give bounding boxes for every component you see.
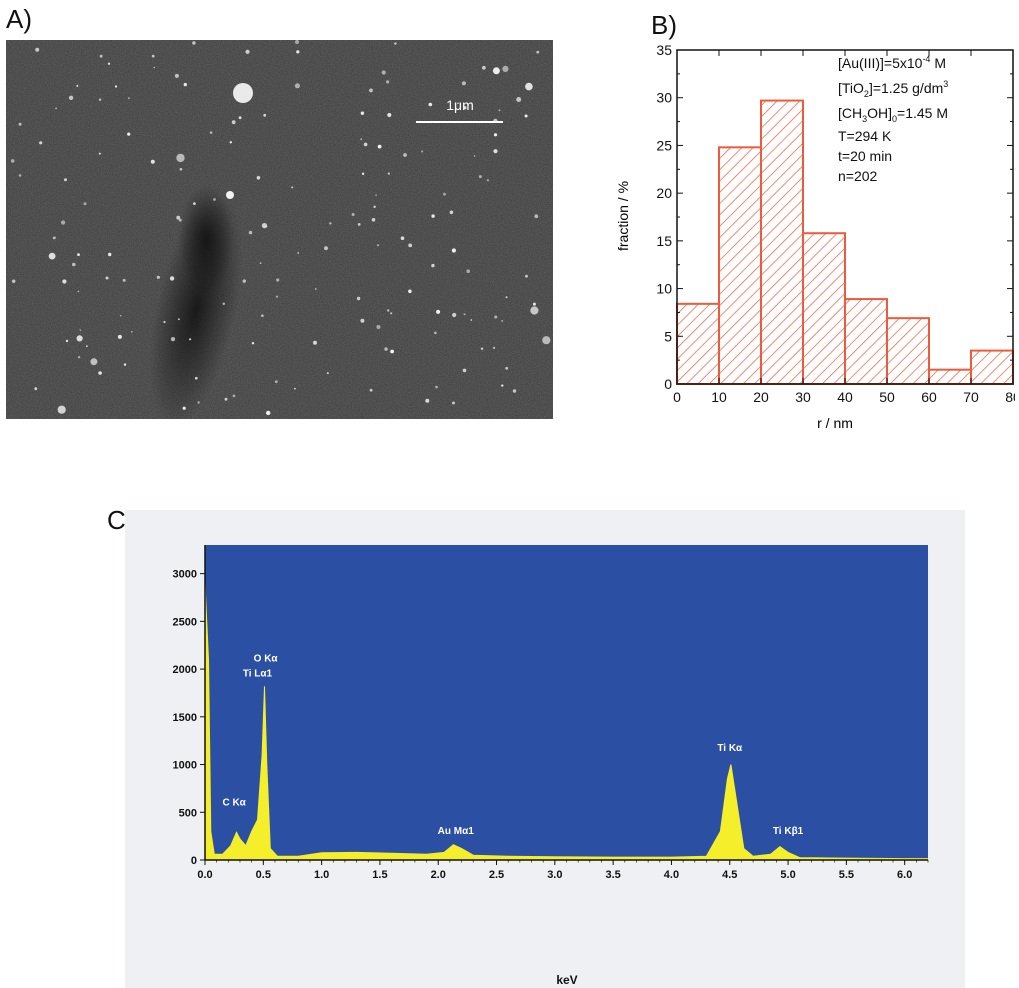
x-tick-label: 70 xyxy=(963,389,979,405)
svg-text:T=294 K: T=294 K xyxy=(838,128,892,144)
x-tick-label: 3.0 xyxy=(547,869,562,881)
x-tick-label: 50 xyxy=(879,389,895,405)
y-axis-title: fraction / % xyxy=(615,181,631,251)
y-tick-label: 20 xyxy=(656,185,672,201)
peak-label: Ti Lα1 xyxy=(243,669,273,680)
eds-plot-background xyxy=(205,545,928,860)
y-tick-label: 15 xyxy=(656,233,672,249)
conditions-annotation: [Au(III)]=5x10-4 M [TiO2]=1.25 g/dm3 [CH… xyxy=(838,54,948,184)
y-tick-label: 2500 xyxy=(173,616,197,628)
histogram-bar-60-70 xyxy=(928,368,972,385)
peak-label: C Kα xyxy=(222,798,246,809)
peak-label: Ti Kα xyxy=(717,743,743,754)
x-tick-label: 60 xyxy=(921,389,937,405)
histogram-bar-20-30 xyxy=(760,99,804,385)
y-tick-label: 0 xyxy=(191,855,197,867)
x-axis-title: keV xyxy=(556,973,577,987)
y-tick-label: 30 xyxy=(656,90,672,106)
x-tick-label: 80 xyxy=(1005,389,1015,405)
panel-a-label: A) xyxy=(6,4,32,34)
peak-label: Au Mα1 xyxy=(438,826,475,837)
x-tick-label: 4.5 xyxy=(722,869,737,881)
histogram-bar-30-40 xyxy=(802,232,846,385)
x-tick-label: 0.0 xyxy=(197,869,212,881)
histogram-bar-40-50 xyxy=(844,298,888,385)
y-tick-label: 35 xyxy=(656,42,672,58)
y-tick-label: 2000 xyxy=(173,664,197,676)
histogram-bar-10-20 xyxy=(718,146,762,385)
x-tick-label: 3.5 xyxy=(605,869,620,881)
y-tick-label: 3000 xyxy=(173,569,197,581)
x-tick-label: 40 xyxy=(837,389,853,405)
x-tick-label: 0.5 xyxy=(256,869,271,881)
y-tick-label: 5 xyxy=(664,328,672,344)
x-tick-label: 4.0 xyxy=(664,869,679,881)
y-tick-label: 1000 xyxy=(173,760,197,772)
x-axis-title: r / nm xyxy=(817,415,853,431)
x-tick-label: 20 xyxy=(753,389,769,405)
peak-label: Ti Kβ1 xyxy=(773,826,804,837)
histogram-bar-0-10 xyxy=(676,302,720,385)
panel-b-label: B) xyxy=(651,10,677,40)
nanoparticles xyxy=(10,40,551,416)
svg-text:[Au(III)]=5x10-4 M: [Au(III)]=5x10-4 M xyxy=(838,54,946,71)
histogram-bar-50-60 xyxy=(886,317,930,386)
size-distribution-histogram: 0 5 10 15 20 25 30 35 0 10 20 30 40 50 60 70 80 fraction… xyxy=(615,42,1015,431)
x-tick-label: 0 xyxy=(673,389,681,405)
y-tick-label: 0 xyxy=(664,376,672,392)
x-tick-label: 1.5 xyxy=(372,869,387,881)
svg-text:[TiO2]=1.25 g/dm3: [TiO2]=1.25 g/dm3 xyxy=(838,79,948,99)
x-tick-label: 10 xyxy=(711,389,727,405)
spectrum-trace xyxy=(204,583,929,861)
y-tick-label: 1500 xyxy=(173,712,197,724)
sem-micrograph: 1μm xyxy=(6,40,553,419)
x-tick-label: 5.0 xyxy=(780,869,795,881)
x-tick-label: 2.0 xyxy=(431,869,446,881)
scale-bar-label: 1μm xyxy=(446,97,474,113)
x-tick-label: 6.0 xyxy=(897,869,912,881)
eds-spectrum: 0 500 1000 1500 2000 2500 3000 0.0 0.5 1.0 1.5 2.0 2… xyxy=(125,510,965,988)
y-tick-label: 500 xyxy=(179,807,197,819)
svg-text:n=202: n=202 xyxy=(838,168,878,184)
x-tick-label: 30 xyxy=(795,389,811,405)
peak-label: O Kα xyxy=(254,653,279,664)
y-tick-label: 10 xyxy=(656,281,672,297)
x-tick-label: 1.0 xyxy=(314,869,329,881)
y-tick-label: 25 xyxy=(656,137,672,153)
histogram-bar-70-80 xyxy=(970,349,1014,386)
x-tick-label: 5.5 xyxy=(839,869,854,881)
x-tick-label: 2.5 xyxy=(489,869,504,881)
svg-text:[CH3OH]0=1.45 M: [CH3OH]0=1.45 M xyxy=(838,105,948,124)
svg-text:t=20 min: t=20 min xyxy=(838,148,892,164)
